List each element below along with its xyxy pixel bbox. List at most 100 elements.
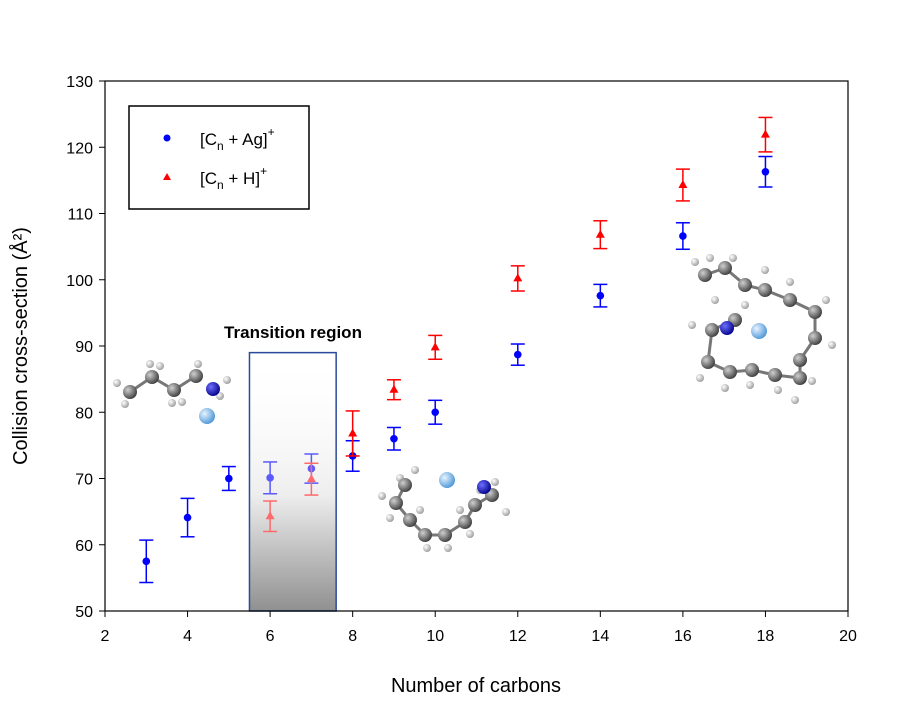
x-tick-label: 8 [348, 628, 357, 645]
hydrogen-atom [828, 341, 836, 349]
molecule-large [688, 254, 836, 404]
y-tick-label: 100 [66, 273, 93, 290]
data-point-ag [221, 465, 236, 492]
hydrogen-atom [491, 478, 499, 486]
hydrogen-atom [774, 386, 782, 394]
data-point-ag [180, 497, 195, 538]
carbon-atom [123, 385, 137, 399]
x-axis-label: Number of carbons [391, 675, 561, 697]
hydrogen-atom [178, 398, 186, 406]
y-tick-label: 60 [75, 538, 93, 555]
carbon-atom [438, 528, 452, 542]
circle-marker [596, 291, 605, 300]
hydrogen-atom [746, 381, 754, 389]
hydrogen-atom [223, 376, 231, 384]
carbon-atom [403, 513, 417, 527]
carbon-atom [723, 365, 737, 379]
triangle-marker [678, 180, 688, 189]
data-point-ag [510, 343, 525, 366]
hydrogen-atom [691, 258, 699, 266]
hydrogen-atom [741, 301, 749, 309]
hydrogen-atom [808, 377, 816, 385]
carbon-atom [808, 305, 822, 319]
hydrogen-atom [156, 362, 164, 370]
circle-marker [431, 408, 440, 417]
y-tick-label: 80 [75, 405, 93, 422]
hydrogen-atom [411, 466, 419, 474]
legend-box [128, 105, 310, 210]
hydrogen-atom [423, 544, 431, 552]
triangle-marker [389, 384, 399, 393]
hydrogen-atom [721, 384, 729, 392]
molecule-medium [378, 466, 510, 552]
legend-label-h: [Cn + H]+ [200, 164, 267, 192]
molecule-small [113, 360, 231, 424]
hydrogen-atom [444, 544, 452, 552]
circle-marker [679, 232, 687, 240]
hydrogen-atom [456, 506, 464, 514]
triangle-marker [306, 474, 316, 483]
carbon-atom [783, 293, 797, 307]
axes: 2 4 6 8 10 12 14 16 18 20 50 60 70 80 90 100 110 120 130 [66, 74, 857, 645]
data-point-h [758, 116, 773, 153]
hydrogen-atom [696, 374, 704, 382]
hydrogen-atom [502, 508, 510, 516]
data-marks [139, 116, 773, 584]
y-axis-label: Collision cross-section (Å²) [9, 227, 32, 465]
carbon-atom [718, 261, 732, 275]
hydrogen-atom [711, 296, 719, 304]
carbon-atom [145, 370, 159, 384]
y-tick-label: 50 [75, 604, 93, 621]
hydrogen-atom [761, 266, 769, 274]
hydrogen-atom [194, 360, 202, 368]
data-point-h [593, 220, 608, 250]
carbon-atom [758, 283, 772, 297]
x-tick-label: 10 [426, 628, 444, 645]
hydrogen-atom [386, 514, 394, 522]
hydrogen-atom [706, 254, 714, 262]
data-point-ag [675, 222, 690, 251]
hydrogen-atom [791, 396, 799, 404]
legend-label-ag: [Cn + Ag]+ [200, 125, 275, 153]
carbon-atom [768, 368, 782, 382]
circle-marker [266, 474, 274, 482]
hydrogen-atom [168, 399, 176, 407]
y-tick-label: 110 [67, 207, 93, 224]
transition-region-label: Transition region [224, 323, 362, 342]
x-tick-label: 16 [674, 628, 692, 645]
circle-marker [183, 513, 192, 522]
silver-atom [199, 408, 215, 424]
carbon-atom [808, 331, 822, 345]
circle-marker [142, 557, 151, 566]
triangle-marker [595, 229, 605, 238]
hydrogen-atom [121, 400, 129, 408]
x-tick-label: 6 [266, 628, 275, 645]
x-tick-label: 12 [509, 628, 527, 645]
data-point-h [428, 334, 443, 360]
hydrogen-atom [146, 360, 154, 368]
silver-atom [439, 472, 455, 488]
carbon-atom [389, 496, 403, 510]
x-tick-label: 18 [757, 628, 775, 645]
hydrogen-atom [466, 530, 474, 538]
carbon-atom [793, 353, 807, 367]
circle-marker [390, 434, 398, 443]
hydrogen-atom [688, 321, 696, 329]
carbon-atom [189, 369, 203, 383]
data-point-h [345, 410, 360, 457]
hydrogen-atom [729, 254, 737, 262]
triangle-marker [265, 511, 275, 520]
data-point-ag [428, 399, 443, 425]
data-point-h [386, 379, 401, 401]
data-point-h [304, 462, 319, 496]
carbon-atom [458, 515, 472, 529]
data-point-ag [139, 539, 154, 584]
data-point-ag [758, 155, 773, 188]
y-tick-label: 120 [66, 140, 93, 157]
x-tick-label: 2 [101, 628, 110, 645]
data-point-ag [386, 426, 401, 451]
legend-marker-triangle [163, 173, 171, 180]
circle-marker [513, 350, 522, 359]
